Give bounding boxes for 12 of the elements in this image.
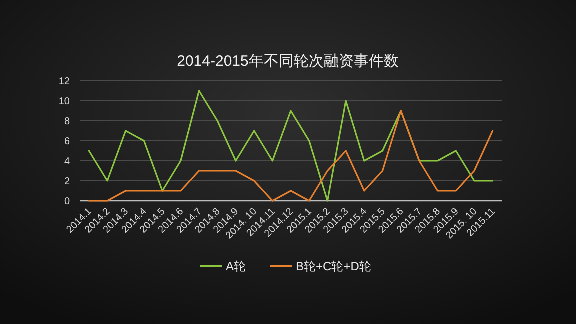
y-tick-label: 2 bbox=[64, 176, 70, 188]
y-tick-label: 6 bbox=[64, 136, 70, 148]
legend-label: A轮 bbox=[226, 260, 246, 274]
line-series bbox=[88, 110, 494, 202]
y-tick-label: 10 bbox=[58, 96, 70, 108]
line-series bbox=[88, 90, 494, 202]
y-tick-label: 8 bbox=[64, 116, 70, 128]
y-tick-label: 12 bbox=[58, 76, 70, 88]
title: 2014-2015年不同轮次融资事件数 bbox=[177, 53, 399, 70]
y-tick-label: 4 bbox=[64, 156, 70, 168]
legend-label: B轮+C轮+D轮 bbox=[296, 260, 372, 274]
y-tick-label: 0 bbox=[64, 196, 70, 208]
